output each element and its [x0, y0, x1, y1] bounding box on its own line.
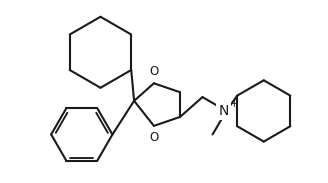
Text: N: N [218, 104, 229, 118]
Text: O: O [149, 131, 158, 144]
Text: +: + [230, 99, 239, 109]
Text: O: O [149, 65, 158, 78]
